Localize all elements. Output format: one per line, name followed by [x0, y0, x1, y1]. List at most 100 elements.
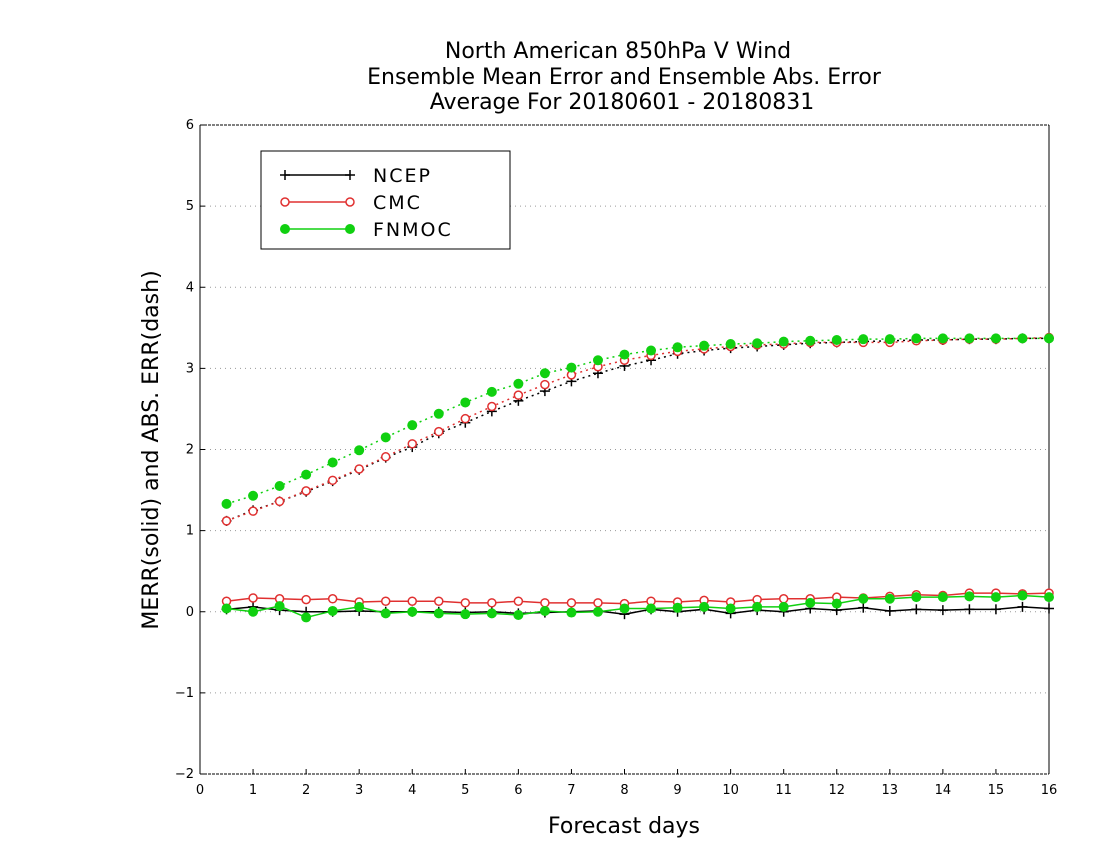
x-tick-label: 15 [988, 783, 1005, 798]
y-tick-label: 3 [186, 361, 194, 376]
fnmoc-abs-err-point [672, 342, 683, 353]
fnmoc-abs-err-point [831, 334, 842, 345]
cmc-abs-err-point [407, 439, 417, 449]
cmc-merr-point [513, 596, 524, 606]
cmc-abs-err-point [248, 506, 258, 516]
fnmoc-abs-err-point [752, 338, 763, 349]
fnmoc-abs-err-point [725, 339, 736, 350]
y-tick-label: 1 [186, 524, 194, 539]
cmc-abs-err-point [274, 496, 285, 507]
cmc-abs-err-point [221, 516, 232, 526]
legend-label-ncep: NCEP [373, 165, 432, 187]
chart-title-line-2: Ensemble Mean Error and Ensemble Abs. Er… [367, 65, 882, 90]
cmc-merr-point [460, 598, 471, 608]
fnmoc-merr-point [752, 601, 763, 612]
fnmoc-abs-err-point [248, 490, 259, 501]
cmc-abs-err-point [513, 390, 524, 400]
x-tick-label: 13 [882, 783, 899, 798]
legend-box [260, 150, 511, 250]
fnmoc-merr-line [226, 594, 1050, 619]
x-tick-label: 8 [620, 783, 628, 798]
cmc-merr-point [434, 596, 444, 606]
legend-item-ncep: NCEP [280, 165, 432, 187]
cmc-abs-err-point [327, 475, 338, 486]
fnmoc-abs-err-point [619, 349, 630, 360]
legend: NCEP CMC FNMOC [260, 150, 511, 250]
legend-marker-right-cmc [345, 197, 355, 207]
fnmoc-abs-err-point [539, 368, 550, 379]
fnmoc-abs-err-point [380, 432, 391, 443]
chart-title: North American 850hPa V Wind Ensemble Me… [367, 39, 882, 115]
ncep-merr-point [937, 605, 948, 616]
fnmoc-merr-point [778, 601, 789, 612]
fnmoc-abs-err-point [566, 362, 577, 373]
fnmoc-merr-point [486, 608, 497, 619]
cmc-merr-point [301, 594, 311, 605]
fnmoc-merr-point [327, 605, 338, 616]
x-tick-label: 2 [302, 783, 310, 798]
series-cmc [221, 332, 1054, 609]
fnmoc-merr-point [646, 603, 657, 614]
fnmoc-merr-point [274, 601, 285, 612]
cmc-abs-err-point [301, 486, 311, 496]
fnmoc-merr-point [990, 592, 1001, 603]
cmc-abs-err-point [380, 452, 391, 462]
fnmoc-abs-err-point [699, 340, 710, 351]
fnmoc-abs-err-point [460, 397, 471, 408]
fnmoc-abs-err-point [778, 336, 789, 347]
fnmoc-abs-err-point [884, 334, 895, 345]
fnmoc-merr-point [354, 601, 365, 612]
x-tick-label: 4 [408, 783, 416, 798]
x-tick-label: 5 [461, 783, 469, 798]
fnmoc-abs-err-point [964, 333, 975, 344]
x-tick-label: 9 [673, 783, 681, 798]
y-axis-label: MERR(solid) and ABS. ERR(dash) [139, 270, 164, 629]
legend-item-fnmoc: FNMOC [280, 219, 453, 241]
fnmoc-merr-point [672, 602, 683, 613]
x-tick-label: 16 [1041, 783, 1058, 798]
series-ncep [221, 333, 1054, 620]
x-axis-label: Forecast days [548, 814, 700, 839]
fnmoc-merr-point [592, 606, 603, 617]
legend-marker-left-fnmoc [280, 224, 290, 234]
cmc-merr-point [327, 594, 338, 604]
fnmoc-abs-err-point [301, 469, 312, 480]
fnmoc-abs-err-point [646, 345, 657, 356]
legend-item-cmc: CMC [280, 192, 420, 214]
fnmoc-abs-err-point [327, 457, 338, 468]
cmc-merr-point [566, 598, 577, 608]
legend-label-fnmoc: FNMOC [373, 219, 453, 241]
fnmoc-abs-err-line [226, 337, 1049, 505]
y-tick-label: −2 [175, 767, 194, 782]
y-tick-label: 2 [186, 443, 194, 458]
fnmoc-merr-point [301, 612, 312, 623]
x-tick-label: 1 [249, 783, 257, 798]
gridlines [200, 205, 1049, 694]
cmc-abs-err-point [434, 426, 444, 437]
x-tick-label: 7 [567, 783, 575, 798]
ncep-merr-point [858, 602, 869, 613]
fnmoc-abs-err-point [805, 335, 816, 346]
ncep-merr-point [964, 604, 975, 615]
fnmoc-merr-point [513, 609, 524, 620]
fnmoc-abs-err-point [937, 333, 948, 344]
cmc-merr-point [380, 596, 391, 606]
fnmoc-merr-point [964, 591, 975, 602]
x-tick-label: 3 [355, 783, 363, 798]
fnmoc-merr-point [699, 601, 710, 612]
plot-series [221, 332, 1054, 623]
fnmoc-merr-point [1044, 592, 1054, 603]
fnmoc-merr-point [539, 605, 550, 616]
fnmoc-abs-err-point [1044, 333, 1054, 344]
fnmoc-merr-point [884, 593, 895, 604]
cmc-merr-point [778, 594, 789, 604]
y-tick-label: 6 [186, 118, 194, 133]
ncep-merr-point [990, 604, 1001, 615]
chart-title-line-1: North American 850hPa V Wind [445, 39, 791, 64]
ncep-merr-point [1044, 603, 1054, 614]
ncep-merr-point [911, 604, 922, 615]
cmc-abs-err-line [226, 336, 1050, 522]
fnmoc-abs-err-point [354, 445, 365, 456]
